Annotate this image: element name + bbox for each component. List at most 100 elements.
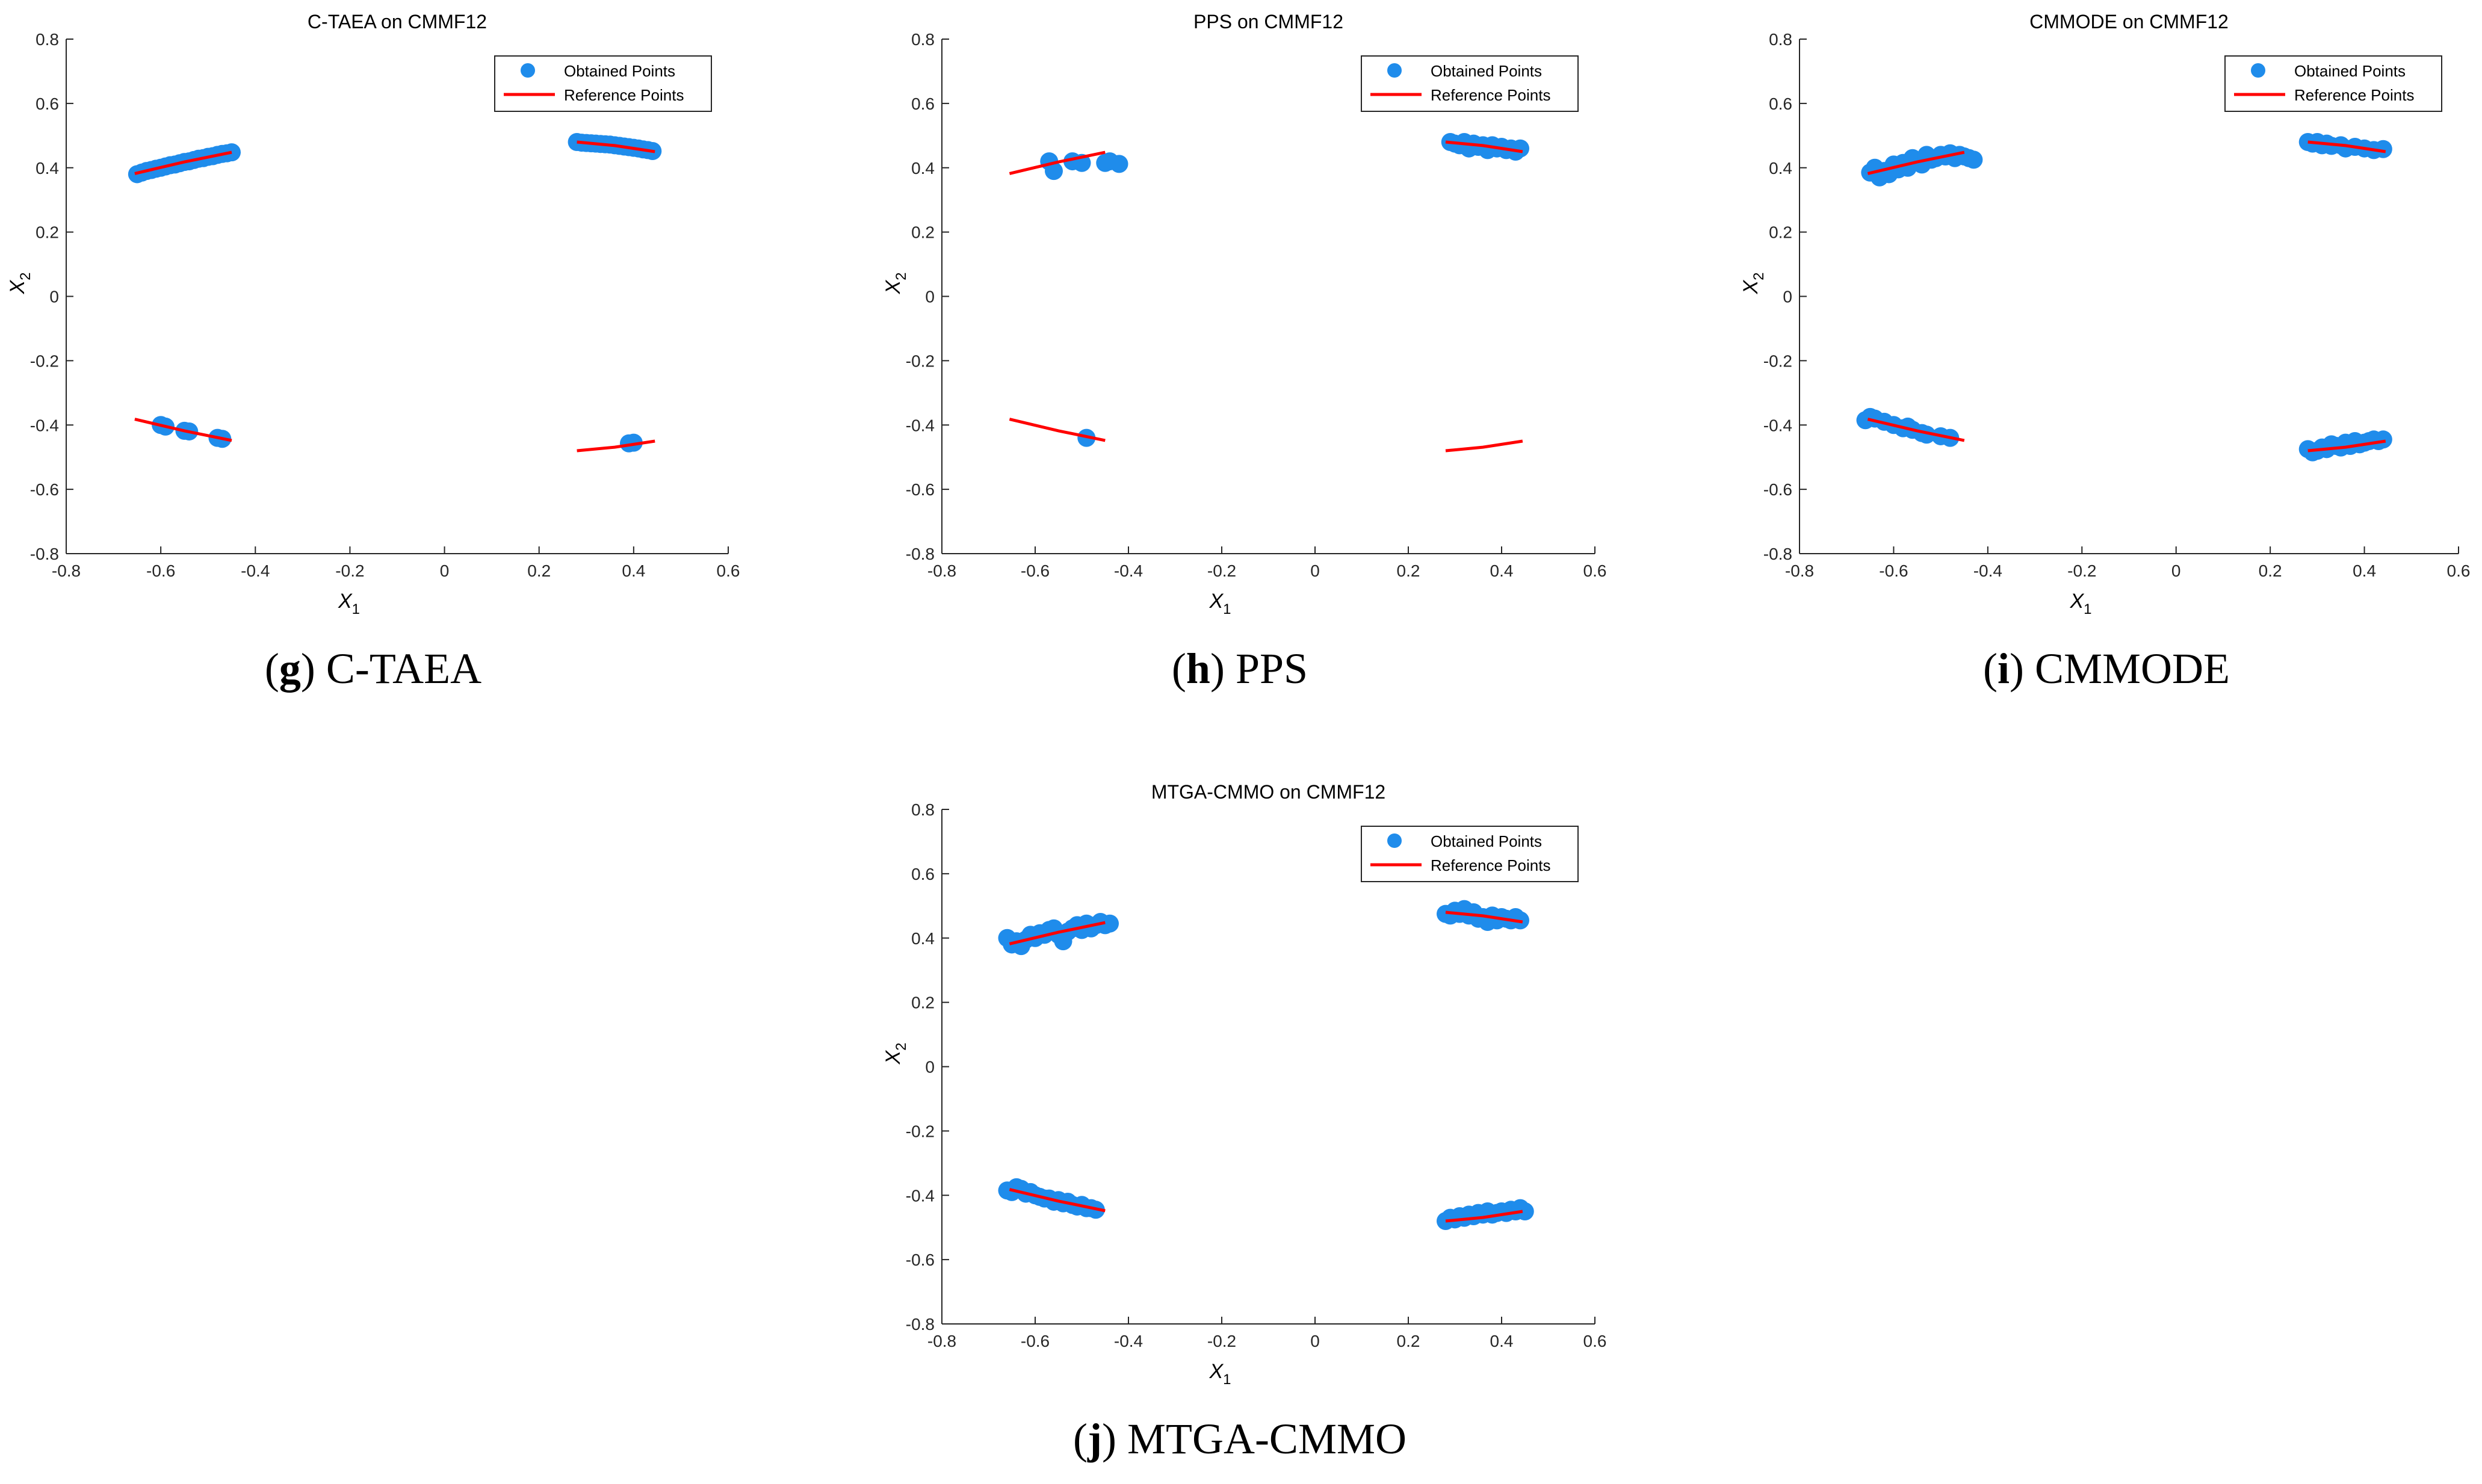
obtained-point [1964, 150, 1983, 169]
y-tick-label: 0 [925, 288, 935, 306]
reference-line [577, 140, 655, 153]
chart-panel-3: MTGA-CMMO on CMMF12 -0.8 -0.6 -0.4 -0.2 0 0.2 0… [882, 781, 1606, 1388]
x-tick-label: 0.2 [1397, 1332, 1420, 1350]
y-tick-label: 0.2 [911, 994, 935, 1012]
y-tick-label: -0.2 [906, 1122, 935, 1140]
legend: Obtained Points Reference Points [494, 55, 712, 112]
y-tick-label: -0.6 [30, 480, 59, 499]
x-tick-label: 0.6 [717, 561, 740, 580]
y-tick-label: -0.8 [906, 545, 935, 563]
x-tick-label: 0 [1310, 561, 1320, 580]
x-tick-label: -0.4 [1973, 561, 2002, 580]
obtained-point [2374, 430, 2392, 449]
y-tick-label: -0.4 [30, 416, 59, 434]
y-tick-label: -0.8 [906, 1315, 935, 1334]
reference-line [134, 150, 232, 175]
y-axis-label: X2 [882, 1042, 909, 1065]
x-tick-label: 0.6 [1583, 561, 1607, 580]
legend-reference-label: Reference Points [1431, 86, 1550, 104]
y-tick-label: -0.2 [906, 351, 935, 370]
legend-obtained-marker [2251, 63, 2265, 78]
legend-obtained-label: Obtained Points [2294, 62, 2406, 80]
x-tick-label: 0 [1310, 1332, 1320, 1350]
y-tick-label: 0.6 [911, 865, 935, 883]
x-axis-label: X1 [2069, 590, 2091, 617]
reference-line [1445, 1210, 1523, 1223]
chart-panel-1: PPS on CMMF12 -0.8 -0.6 -0.4 -0.2 0 0.2 0.4 0.6 -… [882, 11, 1606, 617]
x-tick-label: 0.2 [2259, 561, 2282, 580]
y-tick-label: -0.6 [906, 480, 935, 499]
x-tick-label: -0.2 [1207, 1332, 1236, 1350]
y-tick-label: 0.4 [36, 159, 59, 178]
reference-line [1009, 1188, 1106, 1213]
caption-j: (j) MTGA-CMMO [1073, 1415, 1407, 1463]
y-tick-label: -0.2 [1763, 351, 1792, 370]
legend-obtained-marker [521, 63, 535, 78]
chart-panel-2: CMMODE on CMMF12 -0.8 -0.6 -0.4 -0.2 0 0.2 0.4 0… [1739, 11, 2470, 617]
reference-line [2307, 140, 2386, 153]
legend: Obtained Points Reference Points [1361, 55, 1579, 112]
reference-line [1867, 150, 1965, 175]
x-tick-label: -0.4 [1114, 561, 1143, 580]
x-tick-label: -0.6 [146, 561, 175, 580]
x-tick-label: -0.6 [1021, 1332, 1050, 1350]
obtained-point [1515, 1202, 1534, 1220]
reference-line [1445, 140, 1523, 153]
chart-panel-0: C-TAEA on CMMF12 -0.8 -0.6 -0.4 -0.2 0 0.2 0.4 0… [6, 11, 740, 617]
legend-obtained-marker [1387, 63, 1402, 78]
legend: Obtained Points Reference Points [2224, 55, 2442, 112]
chart-title: CMMODE on CMMF12 [2029, 11, 2229, 32]
legend-obtained-label: Obtained Points [1431, 832, 1542, 850]
obtained-point [1917, 425, 1936, 444]
obtained-point [1045, 162, 1063, 181]
y-tick-label: 0.6 [36, 94, 59, 113]
x-tick-label: -0.2 [2067, 561, 2096, 580]
chart-title: MTGA-CMMO on CMMF12 [1151, 781, 1385, 803]
y-tick-label: 0.4 [911, 159, 935, 178]
y-tick-label: 0.4 [911, 929, 935, 948]
x-tick-label: 0.2 [1397, 561, 1420, 580]
obtained-point [1511, 139, 1529, 158]
legend-reference-label: Reference Points [564, 86, 684, 104]
x-tick-label: 0.4 [2353, 561, 2376, 580]
chart-title: C-TAEA on CMMF12 [308, 11, 487, 32]
y-tick-label: 0 [1783, 288, 1792, 306]
y-tick-label: -0.4 [1763, 416, 1792, 434]
x-tick-label: -0.8 [52, 561, 81, 580]
y-tick-label: 0.8 [911, 30, 935, 49]
reference-line [134, 418, 232, 442]
x-tick-label: -0.6 [1021, 561, 1050, 580]
y-axis-label: X2 [6, 272, 34, 294]
y-tick-label: -0.4 [906, 416, 935, 434]
y-tick-label: 0 [49, 288, 59, 306]
y-axis-label: X2 [1739, 272, 1767, 294]
reference-line [1445, 439, 1523, 453]
reference-line [2307, 439, 2386, 453]
y-axis-label: X2 [882, 272, 909, 294]
legend-reference-label: Reference Points [2294, 86, 2414, 104]
y-tick-label: 0.6 [911, 94, 935, 113]
reference-line [1009, 150, 1106, 175]
reference-line [1867, 418, 1965, 442]
y-tick-label: 0.8 [1769, 30, 1792, 49]
y-tick-label: 0.2 [911, 223, 935, 242]
x-tick-label: 0 [440, 561, 450, 580]
x-tick-label: 0.6 [2447, 561, 2471, 580]
y-tick-label: -0.2 [30, 351, 59, 370]
x-tick-label: -0.8 [927, 561, 956, 580]
x-tick-label: -0.2 [1207, 561, 1236, 580]
obtained-point [2374, 140, 2392, 158]
chart-title: PPS on CMMF12 [1193, 11, 1343, 32]
x-tick-label: 0.6 [1583, 1332, 1607, 1350]
y-tick-label: -0.8 [1763, 545, 1792, 563]
legend-obtained-marker [1387, 833, 1402, 848]
reference-line [1009, 921, 1106, 945]
y-tick-label: 0.8 [36, 30, 59, 49]
y-tick-label: -0.6 [906, 1251, 935, 1269]
y-tick-label: -0.8 [30, 545, 59, 563]
y-tick-label: 0.8 [911, 800, 935, 819]
x-tick-label: -0.6 [1879, 561, 1908, 580]
x-tick-label: -0.8 [927, 1332, 956, 1350]
x-tick-label: 0.4 [1490, 1332, 1514, 1350]
